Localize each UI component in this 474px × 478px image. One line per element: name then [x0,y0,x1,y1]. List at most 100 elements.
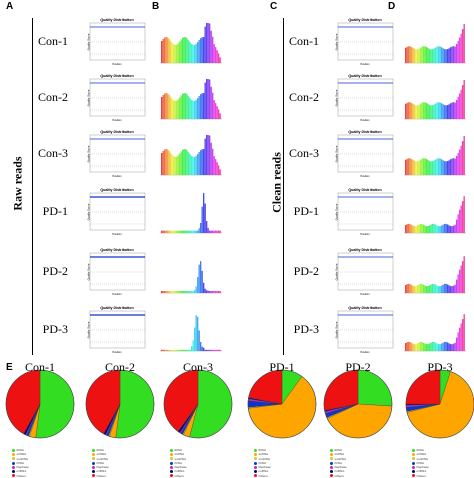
histogram-bar [423,224,425,233]
legend-item: Repbase [92,465,109,469]
histogram-bar [417,49,419,63]
histogram-bar [439,344,441,351]
legend-label: Others [174,473,184,478]
histogram-bar [433,341,435,351]
histogram-bar [189,154,191,175]
histogram-bar [195,230,197,233]
histogram-bar [207,227,209,233]
histogram-bar [209,230,211,233]
histogram-bar [456,279,458,293]
histogram-bar [456,156,458,175]
panel-letter-a: A [6,1,14,12]
histogram-bar [445,49,447,63]
panel-letter-b: B [152,1,160,12]
histogram-bar [183,37,185,63]
legend-item: miRNA [92,469,109,473]
histogram-bar [194,230,196,233]
histogram-bar [197,277,199,293]
quality-plot-title: Quality Distribution [348,18,382,22]
histogram-bar [427,286,429,293]
quality-plot-title: Quality Distribution [100,306,134,310]
histogram-bar [204,203,206,233]
histogram-bar [215,349,217,351]
legend-item: snoRNA [92,457,109,461]
histogram-bar [173,100,175,119]
histogram-bar [177,43,179,63]
histogram-bar [191,43,193,63]
histogram-bar [429,104,431,119]
histogram-bar [418,342,420,351]
histogram-bar [454,342,456,351]
legend-swatch [170,470,173,474]
pie-legend: tRNA scRNA snoRNA rRNA Repbase miRNA Others [412,448,429,478]
legend-swatch [254,470,257,474]
histogram-bar [168,349,170,351]
legend-swatch [12,448,15,452]
clean-quality-plot-3: Quality Distribution Quality Score Positio… [334,130,396,178]
histogram-bar [179,230,181,233]
histogram-bar [209,135,211,175]
histogram-bar [424,343,426,351]
histogram-bar [176,291,178,293]
histogram-bar [420,103,422,119]
raw-quality-plot-3: Quality Distribution Quality Score Positio… [86,130,148,178]
quality-plot-title: Quality Distribution [348,130,382,134]
histogram-bar [179,97,181,119]
histogram-bar [192,156,194,175]
pie-title: Con-1 [25,360,55,374]
quality-plot-frame [89,192,146,231]
histogram-bar [462,29,464,63]
legend-label: tRNA [16,448,24,452]
legend-swatch [412,448,415,452]
legend-item: Repbase [170,465,187,469]
histogram-bar [442,284,444,293]
histogram-bar [438,286,440,293]
raw-quality-plot-6: Quality Distribution Quality Score Positio… [86,306,148,354]
histogram-bar [409,158,411,175]
histogram-bar [454,284,456,293]
histogram-bar [194,100,196,119]
histogram-bar [182,149,184,175]
histogram-bar [423,342,425,351]
legend-swatch [330,461,333,465]
histogram-bar [170,349,172,351]
clean-length-histogram-6 [404,314,466,352]
legend-label: tRNA [416,448,424,452]
legend-label: Repbase [334,465,347,470]
histogram-bar [195,286,197,293]
legend-item: rRNA [12,461,29,465]
legend-swatch [254,461,257,465]
pie-outline [5,369,75,439]
legend-swatch [170,448,173,452]
histogram-bar [215,291,217,293]
histogram-bar [203,193,205,233]
histogram-bar [460,323,462,351]
histogram-bar [451,158,453,175]
histogram-bar [411,102,413,119]
legend-label: Repbase [174,465,187,470]
histogram-bar [180,39,182,63]
histogram-bar [218,349,220,351]
histogram-bar [189,42,191,63]
histogram-bar [448,160,450,175]
histogram-bar [182,93,184,119]
histogram-bar [206,23,208,63]
histogram-bar [427,160,429,175]
histogram-bar [415,225,417,233]
pie-legend: tRNA scRNA snoRNA rRNA Repbase miRNA Others [170,448,187,478]
raw-row-label-con-3: Con-3 [38,146,68,160]
pie-slice-trna [115,369,155,439]
pie-title: Con-3 [183,360,213,374]
histogram-bar [201,270,203,293]
histogram-bar [414,344,416,351]
legend-swatch [330,452,333,456]
histogram-bar [203,149,205,175]
histogram-bar [444,49,446,63]
histogram-bar [415,161,417,175]
pie-slice-others [323,369,359,411]
histogram-bar [174,291,176,293]
histogram-bar [448,104,450,119]
histogram-bar [180,230,182,233]
legend-label: rRNA [258,460,267,465]
legend-label: Repbase [258,465,271,470]
